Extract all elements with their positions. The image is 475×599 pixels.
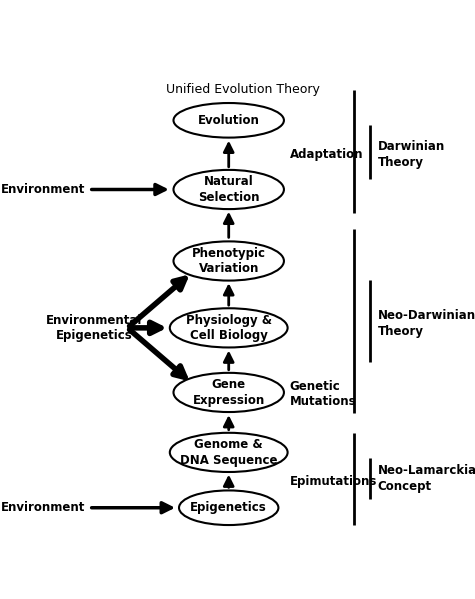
Text: Environment: Environment [1,183,85,196]
Text: Genome &
DNA Sequence: Genome & DNA Sequence [180,438,277,467]
Text: Gene
Expression: Gene Expression [192,378,265,407]
Text: Phenotypic
Variation: Phenotypic Variation [192,247,266,275]
Ellipse shape [173,170,284,209]
Ellipse shape [170,433,288,472]
Text: Natural
Selection: Natural Selection [198,176,259,204]
Text: Neo-Darwinian
Theory: Neo-Darwinian Theory [378,308,475,338]
Text: Epigenetics: Epigenetics [190,501,267,515]
Text: Physiology &
Cell Biology: Physiology & Cell Biology [186,314,272,342]
Text: Genetic
Mutations: Genetic Mutations [289,380,356,408]
Ellipse shape [179,491,278,525]
Text: Neo-Lamarckian
Concept: Neo-Lamarckian Concept [378,464,475,493]
Text: Environmental
Epigenetics: Environmental Epigenetics [46,314,142,342]
Text: Adaptation: Adaptation [289,149,363,161]
Text: Evolution: Evolution [198,114,260,127]
Ellipse shape [173,241,284,280]
Ellipse shape [173,373,284,412]
Text: Environment: Environment [1,501,85,515]
Ellipse shape [173,103,284,138]
Text: Darwinian
Theory: Darwinian Theory [378,140,445,170]
Ellipse shape [170,308,288,347]
Text: Epimutations: Epimutations [289,475,377,488]
Text: Unified Evolution Theory: Unified Evolution Theory [167,83,320,96]
